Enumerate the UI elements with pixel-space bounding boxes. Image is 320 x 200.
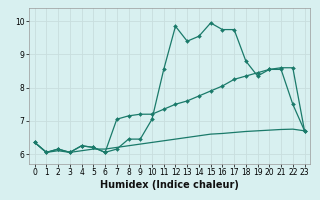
X-axis label: Humidex (Indice chaleur): Humidex (Indice chaleur)	[100, 180, 239, 190]
